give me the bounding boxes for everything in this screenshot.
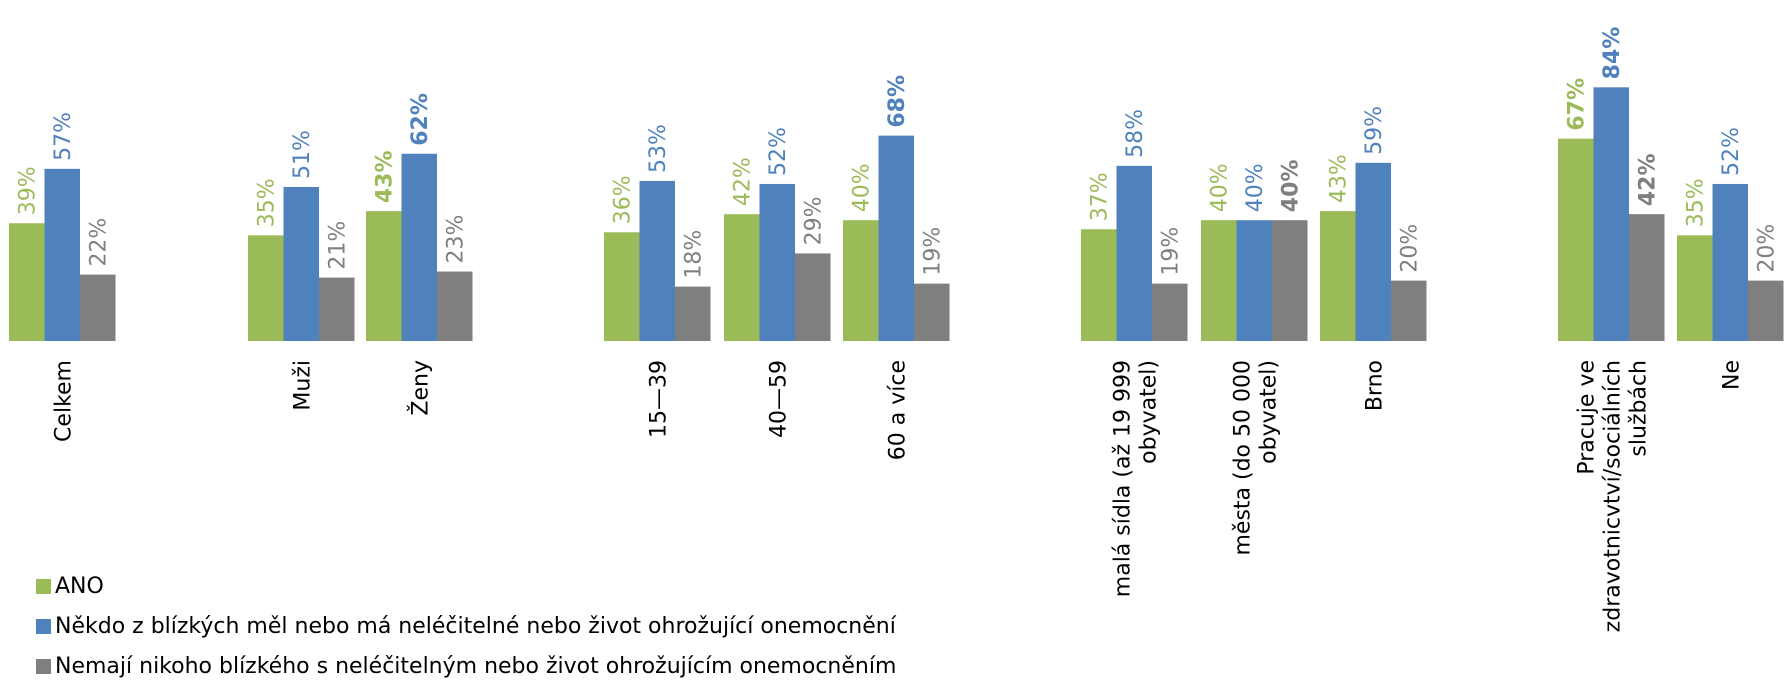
bar: [675, 286, 711, 341]
bar: [795, 253, 831, 341]
bar: [604, 232, 640, 341]
bar: [759, 183, 795, 341]
data-label: 37%: [1088, 172, 1113, 221]
bar: [319, 277, 355, 341]
data-label: 20%: [1755, 224, 1780, 273]
data-label: 43%: [1327, 154, 1352, 203]
legend-swatch: [36, 619, 51, 634]
data-label: 62%: [408, 93, 433, 146]
data-label: 58%: [1123, 109, 1148, 158]
data-label: 19%: [921, 227, 946, 276]
x-tick-label: 40—59: [766, 360, 791, 438]
bar: [843, 220, 879, 341]
bar: [878, 135, 914, 341]
bar: [1355, 162, 1391, 341]
bar: [639, 180, 675, 341]
label-line: službách: [1626, 360, 1651, 457]
x-tick-label: Brno: [1362, 360, 1387, 411]
data-label: 40%: [1243, 163, 1268, 212]
label-line: 60 a více: [885, 360, 910, 460]
data-label: 21%: [326, 221, 351, 270]
label-line: Celkem: [51, 360, 76, 442]
label-line: malá sídla (až 19 999: [1110, 360, 1135, 597]
bar: [248, 235, 284, 341]
bar: [1748, 280, 1784, 341]
x-tick-label: Ženy: [407, 360, 433, 416]
data-label: 52%: [766, 127, 791, 176]
data-label: 29%: [802, 197, 827, 246]
bar: [914, 283, 950, 341]
data-label: 52%: [1719, 127, 1744, 176]
bar: [80, 274, 116, 341]
bar: [1272, 220, 1308, 341]
x-tick-label: 15—39: [646, 360, 671, 438]
bar: [1236, 220, 1272, 341]
label-line: zdravotnicvtví/sociálních: [1600, 360, 1625, 632]
label-line: 40—59: [766, 360, 791, 438]
label-line: obyvatel): [1136, 360, 1161, 464]
legend-swatch: [36, 579, 51, 594]
x-tick-label: města (do 50 000obyvatel): [1230, 360, 1281, 556]
x-tick-label: Ne: [1719, 360, 1744, 390]
bar: [44, 168, 80, 341]
bar: [1558, 138, 1594, 341]
data-label: 57%: [51, 112, 76, 161]
bar: [1391, 280, 1427, 341]
label-line: Muži: [290, 360, 315, 411]
data-label: 43%: [373, 150, 398, 203]
data-label: 51%: [290, 130, 315, 179]
data-label: 22%: [87, 218, 112, 267]
bar: [1081, 229, 1117, 341]
data-label: 36%: [611, 175, 636, 224]
label-line: Ženy: [407, 360, 433, 416]
bar: [9, 223, 45, 341]
label-line: Brno: [1362, 360, 1387, 411]
data-label: 40%: [850, 163, 875, 212]
data-label: 35%: [255, 178, 280, 227]
data-label: 84%: [1600, 27, 1625, 80]
legend-swatch: [36, 659, 51, 674]
bar: [1629, 214, 1665, 341]
bar: [1677, 235, 1713, 341]
legend-label: Někdo z blízkých měl nebo má neléčitelné…: [55, 614, 897, 639]
bar: [1320, 211, 1356, 341]
bar: [1116, 165, 1152, 341]
label-line: Ne: [1719, 360, 1744, 390]
data-label: 40%: [1279, 160, 1304, 213]
bar: [366, 211, 402, 341]
label-line: obyvatel): [1256, 360, 1281, 464]
legend-label: ANO: [55, 574, 104, 599]
bar: [401, 153, 437, 341]
label-line: města (do 50 000: [1230, 360, 1255, 556]
data-label: 40%: [1208, 163, 1233, 212]
data-label: 35%: [1684, 178, 1709, 227]
data-label: 67%: [1565, 78, 1590, 131]
bar: [1712, 183, 1748, 341]
x-tick-label: Muži: [290, 360, 315, 411]
data-label: 68%: [885, 75, 910, 128]
x-tick-label: malá sídla (až 19 999obyvatel): [1110, 360, 1161, 597]
label-line: 15—39: [646, 360, 671, 438]
bar: [283, 186, 319, 341]
label-line: Pracuje ve: [1574, 360, 1599, 475]
data-label: 19%: [1159, 227, 1184, 276]
x-tick-label: 60 a více: [885, 360, 910, 460]
bar: [1593, 87, 1629, 341]
data-label: 42%: [1636, 153, 1661, 206]
data-label: 42%: [731, 157, 756, 206]
data-label: 18%: [682, 230, 707, 279]
bar: [437, 271, 473, 341]
data-label: 39%: [16, 166, 41, 215]
data-label: 23%: [444, 215, 469, 264]
data-label: 20%: [1398, 224, 1423, 273]
data-label: 59%: [1362, 106, 1387, 155]
x-tick-label: Pracuje vezdravotnicvtví/sociálníchslužb…: [1574, 360, 1651, 632]
data-label: 53%: [646, 124, 671, 173]
legend-label: Nemají nikoho blízkého s neléčitelným ne…: [55, 654, 896, 679]
x-tick-label: Celkem: [51, 360, 76, 442]
bar: [1201, 220, 1237, 341]
bar: [1152, 283, 1188, 341]
bar: [724, 214, 760, 341]
